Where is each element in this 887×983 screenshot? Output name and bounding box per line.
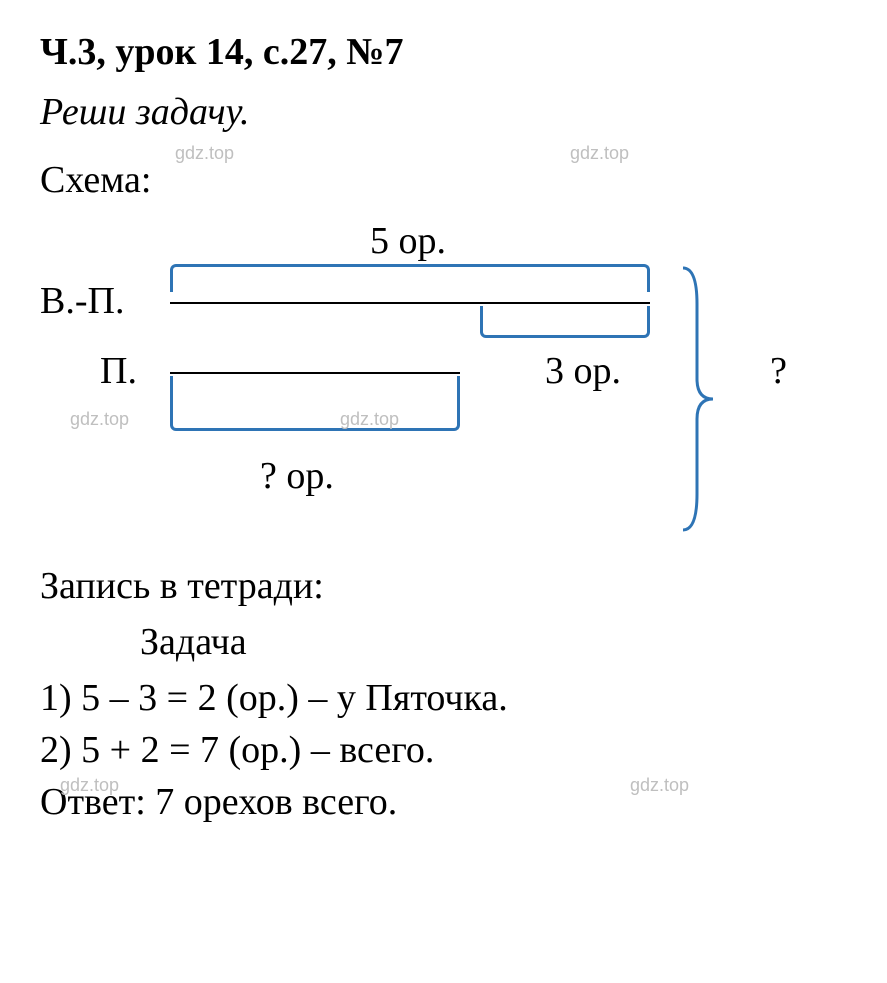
right-value-label: 3 ор. [545, 349, 621, 393]
row2-bar [170, 372, 460, 374]
watermark-2: gdz.top [570, 143, 629, 164]
watermark-5: gdz.top [60, 775, 119, 796]
task-title: Задача [140, 620, 847, 664]
bottom-bracket [170, 376, 460, 431]
notebook-label: Запись в тетради: [40, 564, 847, 608]
bottom-value-label: ? ор. [260, 454, 334, 498]
small-bracket [480, 306, 650, 338]
row1-bar [170, 302, 650, 304]
top-bracket [170, 264, 650, 292]
top-value-label: 5 ор. [370, 219, 446, 263]
instruction-text: Реши задачу. [40, 90, 847, 134]
diagram-area: 5 ор. В.-П. 3 ор. П. gdz.top gdz.top ? о… [40, 214, 847, 554]
solution-line-2: 2) 5 + 2 = 7 (ор.) – всего. [40, 728, 847, 772]
schema-label: Схема: [40, 158, 151, 202]
page-title: Ч.3, урок 14, с.27, №7 [40, 30, 847, 74]
watermark-3: gdz.top [70, 409, 129, 430]
solution-line-1: 1) 5 – 3 = 2 (ор.) – у Пяточка. [40, 676, 847, 720]
watermark-6: gdz.top [630, 775, 689, 796]
question-mark: ? [770, 349, 787, 393]
answer-line: Ответ: 7 орехов всего. [40, 780, 847, 824]
right-brace-icon [679, 264, 717, 534]
row1-label: В.-П. [40, 279, 124, 323]
watermark-1: gdz.top [175, 143, 234, 164]
watermark-4: gdz.top [340, 409, 399, 430]
row2-label: П. [100, 349, 137, 393]
